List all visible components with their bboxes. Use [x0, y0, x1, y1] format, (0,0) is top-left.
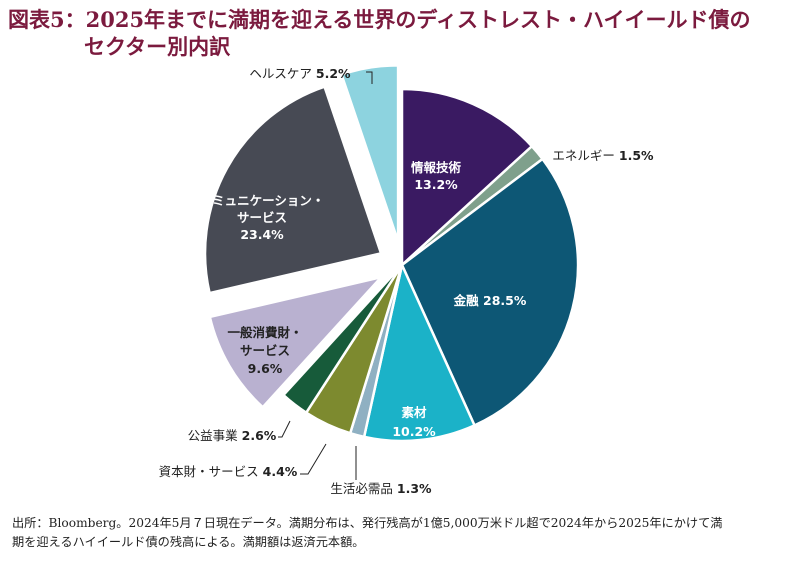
pie-chart: 情報技術 13.2% エネルギー 1.5% 金融 28.5% 素材 10.2% 生活必需品 …: [159, 64, 654, 496]
slice-label-一般消費財サービス: サービス: [240, 343, 290, 358]
footnote: 出所：Bloomberg。2024年5月７日現在データ。満期分布は、発行残高が1…: [12, 514, 788, 552]
pie-slice-一般消費財サービス: [208, 275, 385, 409]
leader-line: [366, 71, 373, 84]
pie-slice-公益事業: [281, 264, 404, 415]
slice-label-素材: 素材: [401, 405, 427, 420]
slice-label-一般消費財サービス: 一般消費財・: [227, 325, 302, 340]
pie-slice-素材: [362, 261, 477, 443]
pie-slice-コミュニケーションサービス: [203, 85, 383, 295]
slice-label-情報技術: 情報技術: [411, 160, 462, 175]
pie-slice-ヘルスケア: [339, 64, 400, 242]
slice-label-コミュニケーションサービス: サービス: [237, 210, 287, 225]
chart-title-line2: セクター別内訳: [84, 34, 231, 59]
pie-slice-金融: [400, 157, 580, 428]
slice-label-金融: 金融 28.5%: [453, 293, 527, 308]
slice-label-公益事業: 公益事業 2.6%: [188, 428, 277, 443]
footnote-line1: 出所：Bloomberg。2024年5月７日現在データ。満期分布は、発行残高が1…: [12, 516, 723, 530]
leader-line: [300, 443, 327, 475]
leader-line: [278, 420, 291, 438]
footnote-line2: 期を迎えるハイイールド債の残高による。満期額は返済元本額。: [12, 535, 365, 549]
slice-label-コミュニケーションサービス: コミュニケーション・: [200, 193, 325, 208]
slice-value-情報技術: 13.2%: [414, 177, 458, 192]
slice-value-素材: 10.2%: [392, 424, 436, 439]
slice-label-エネルギー: エネルギー 1.5%: [552, 148, 654, 163]
pie-slice-情報技術: [400, 87, 534, 268]
slice-label-ヘルスケア: ヘルスケア 5.2%: [249, 66, 351, 81]
slice-label-生活必需品: 生活必需品 1.3%: [330, 481, 432, 496]
chart-title: 図表5：2025年までに満期を迎える世界のディストレスト・ハイイールド債の セク…: [8, 6, 792, 60]
chart-title-line1: 図表5：2025年までに満期を迎える世界のディストレスト・ハイイールド債の: [8, 7, 751, 32]
slice-label-資本財サービス: 資本財・サービス 4.4%: [159, 464, 298, 479]
slice-value-一般消費財サービス: 9.6%: [248, 361, 283, 376]
slice-value-コミュニケーションサービス: 23.4%: [240, 227, 284, 242]
